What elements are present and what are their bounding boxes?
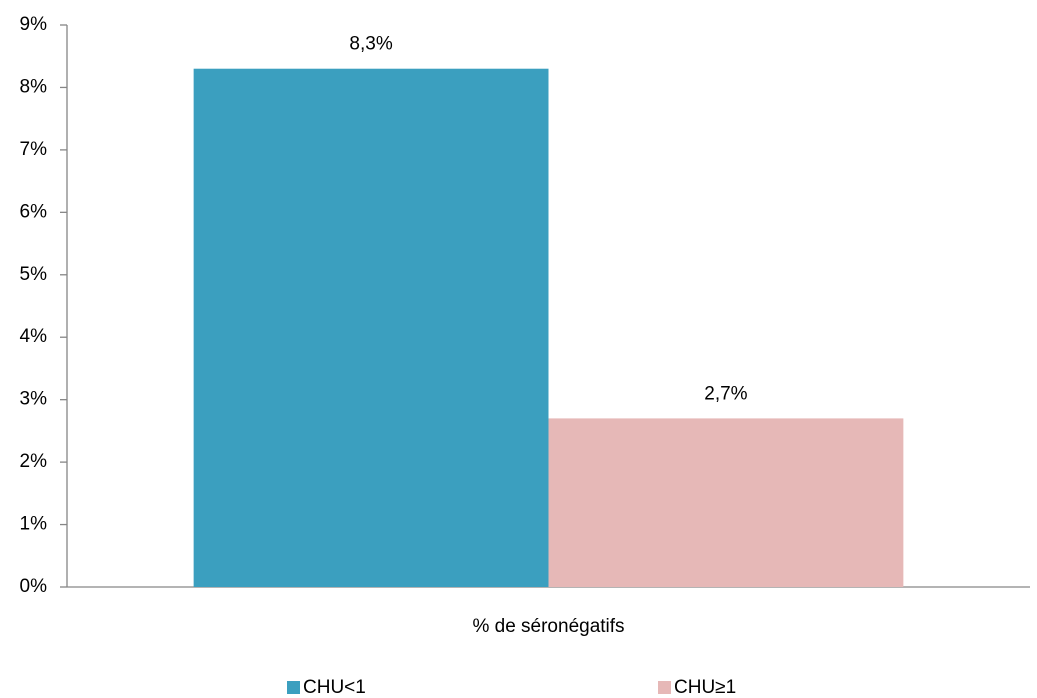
x-tick-label: % de séronégatifs — [472, 616, 624, 637]
legend-swatch — [658, 681, 671, 694]
bar — [193, 68, 549, 587]
y-tick-label: 1% — [20, 514, 48, 535]
y-tick-label: 9% — [20, 14, 48, 35]
y-tick-label: 3% — [20, 389, 48, 410]
y-tick-label: 0% — [20, 576, 48, 597]
y-tick-label: 4% — [20, 326, 48, 347]
legend-swatch — [287, 681, 300, 694]
value-label: 8,3% — [349, 34, 392, 55]
y-tick-label: 2% — [20, 451, 48, 472]
legend-label: CHU<1 — [303, 677, 366, 698]
y-tick-label: 7% — [20, 139, 48, 160]
y-tick-label: 5% — [20, 264, 48, 285]
y-tick-label: 6% — [20, 201, 48, 222]
value-label: 2,7% — [704, 383, 747, 404]
bar — [548, 418, 904, 587]
y-tick-label: 8% — [20, 76, 48, 97]
legend-label: CHU≥1 — [674, 677, 736, 698]
